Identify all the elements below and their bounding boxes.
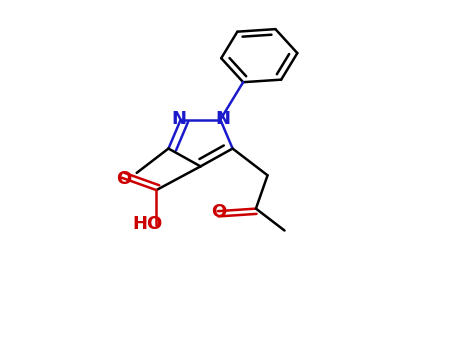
Text: N: N (171, 110, 186, 128)
Text: HO: HO (132, 215, 162, 233)
Text: O: O (212, 203, 227, 221)
Text: N: N (215, 110, 230, 128)
Text: O: O (116, 170, 131, 188)
